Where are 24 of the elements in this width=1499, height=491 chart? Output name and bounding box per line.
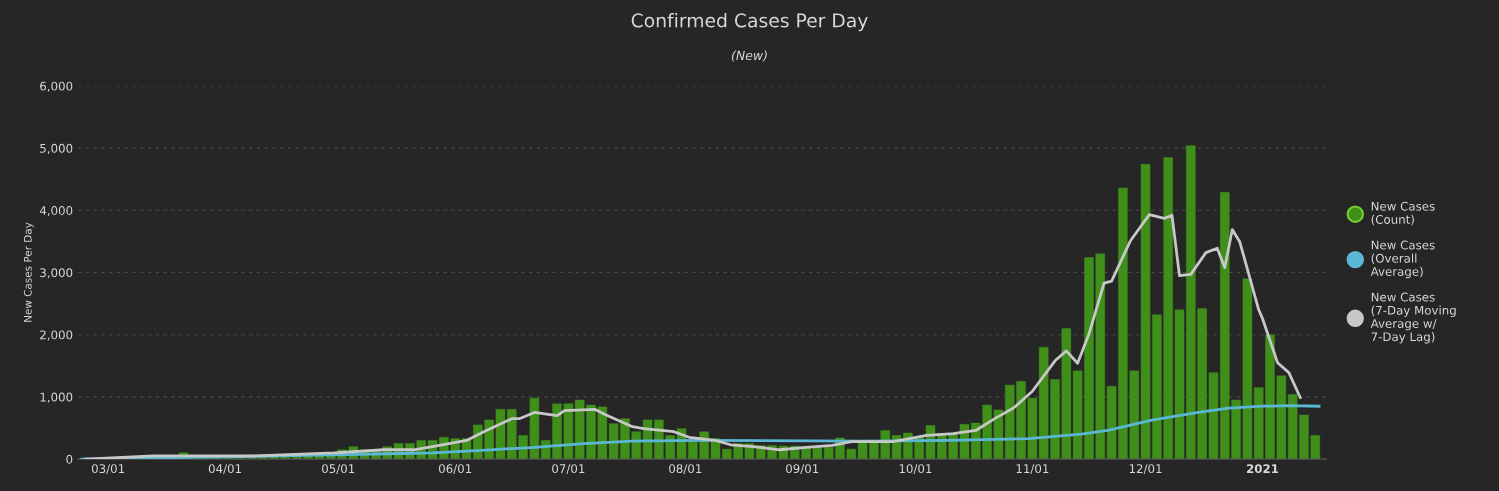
x-tick-label: 10/01 bbox=[899, 464, 932, 475]
y-tick-label: 4,000 bbox=[39, 206, 73, 217]
y-tick-label: 2,000 bbox=[40, 330, 73, 341]
y-tick-label: 0 bbox=[66, 454, 73, 464]
x-tick-label: 07/01 bbox=[552, 464, 585, 475]
x-tick-label: 11/01 bbox=[1016, 464, 1049, 475]
x-tick-label: 05/01 bbox=[322, 464, 355, 475]
y-tick-label: 1,000 bbox=[40, 392, 73, 403]
legend-label: New Cases (Count) bbox=[1371, 201, 1435, 226]
x-tick-label: 12/01 bbox=[1129, 464, 1162, 475]
x-tick-label: 08/01 bbox=[669, 464, 702, 475]
x-tick-label: 03/01 bbox=[91, 464, 125, 475]
legend-label: New Cases (7-Day Moving Average w/ 7-Day Lag) bbox=[1370, 292, 1456, 344]
x-tick-label: 09/01 bbox=[786, 464, 819, 475]
y-tick-label: 3,000 bbox=[40, 268, 73, 279]
chart-title: Confirmed Cases Per Day bbox=[631, 13, 868, 32]
y-tick-label: 5,000 bbox=[40, 143, 73, 154]
x-tick-label: 04/01 bbox=[208, 464, 241, 475]
y-tick-label: 6,000 bbox=[40, 81, 73, 92]
y-axis-title: New Cases Per Day bbox=[23, 222, 34, 322]
x-tick-label: 2021 bbox=[1246, 464, 1279, 474]
x-tick-label: 06/01 bbox=[438, 464, 472, 475]
chart-subtitle: (New) bbox=[731, 50, 767, 62]
legend-label: New Cases (Overall Average) bbox=[1370, 240, 1435, 279]
